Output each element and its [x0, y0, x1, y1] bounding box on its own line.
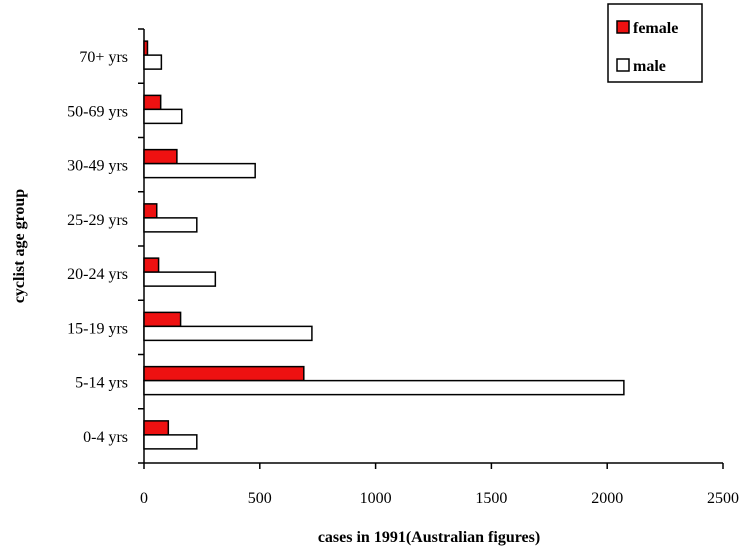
bar-female	[143, 365, 305, 382]
x-tick-label: 2500	[707, 490, 739, 507]
bar-female	[143, 94, 162, 111]
axes	[138, 28, 724, 469]
bar-male	[143, 162, 256, 179]
legend-label-male: male	[633, 58, 666, 75]
bar-female	[143, 148, 178, 165]
bar-female	[143, 40, 149, 56]
y-tick-label: 50-69 yrs	[67, 103, 128, 120]
y-tick-label: 0-4 yrs	[83, 429, 128, 446]
bar-male	[143, 325, 313, 342]
y-tick-label: 5-14 yrs	[75, 375, 128, 392]
x-tick-label: 2000	[591, 490, 623, 507]
x-tick-label: 0	[140, 490, 148, 507]
x-axis-title: cases in 1991(Australian figures)	[318, 529, 540, 546]
bar-female	[143, 257, 160, 273]
bar-male	[143, 271, 217, 287]
tick-labels: 0 500 1000 1500 2000 2500 0-4 yrs 5-14 yrs 15-19…	[67, 49, 739, 507]
x-tick-label: 1000	[360, 490, 392, 507]
bar-female	[143, 311, 182, 328]
legend-swatch-female	[616, 20, 630, 34]
y-tick-label: 25-29 yrs	[67, 212, 128, 229]
y-tick-label: 15-19 yrs	[67, 320, 128, 337]
legend: female male	[607, 3, 703, 83]
bar-male	[143, 379, 625, 396]
bar-male	[143, 217, 198, 233]
y-tick-label: 70+ yrs	[79, 49, 128, 66]
bar-female	[143, 203, 158, 219]
bar-male	[143, 108, 183, 125]
x-tick-label: 1500	[475, 490, 507, 507]
legend-label-female: female	[633, 20, 678, 37]
y-tick-label: 20-24 yrs	[67, 266, 128, 283]
legend-swatch-male	[616, 58, 630, 72]
y-tick-label: 30-49 yrs	[67, 158, 128, 175]
bar-male	[143, 54, 163, 70]
bar-male	[143, 434, 198, 450]
y-axis-title: cyclist age group	[11, 189, 28, 303]
bars	[143, 40, 625, 450]
bar-female	[143, 420, 170, 436]
x-tick-label: 500	[248, 490, 272, 507]
